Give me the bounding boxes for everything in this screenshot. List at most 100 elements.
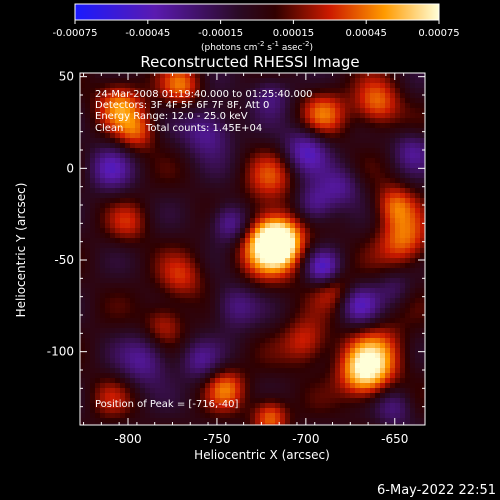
heatmap-cell [130, 198, 136, 204]
heatmap-cell [205, 243, 211, 249]
heatmap-cell [330, 83, 336, 89]
heatmap-cell [370, 293, 376, 299]
heatmap-cell [290, 228, 296, 234]
heatmap-cell [275, 318, 281, 324]
heatmap-cell [135, 163, 141, 169]
heatmap-cell [170, 283, 176, 289]
heatmap-cell [245, 128, 251, 134]
heatmap-cell [90, 333, 96, 339]
heatmap-cell [110, 248, 116, 254]
heatmap-cell [335, 378, 341, 384]
heatmap-cell [420, 178, 425, 184]
heatmap-cell [130, 163, 136, 169]
heatmap-cell [395, 248, 401, 254]
heatmap-cell [355, 248, 361, 254]
heatmap-cell [180, 328, 186, 334]
heatmap-cell [355, 168, 361, 174]
heatmap-cell [320, 308, 326, 314]
heatmap-cell [320, 198, 326, 204]
heatmap-cell [365, 88, 371, 94]
heatmap-cell [250, 283, 256, 289]
heatmap-cell [385, 378, 391, 384]
heatmap-cell [225, 278, 231, 284]
heatmap-cell [200, 338, 206, 344]
heatmap-cell [105, 243, 111, 249]
heatmap-cell [110, 333, 116, 339]
heatmap-cell [130, 303, 136, 309]
heatmap-cell [340, 328, 346, 334]
heatmap-cell [295, 273, 301, 279]
heatmap-cell [280, 133, 286, 139]
heatmap-cell [395, 243, 401, 249]
heatmap-cell [360, 203, 366, 209]
heatmap-cell [130, 188, 136, 194]
heatmap-cell [280, 373, 286, 379]
heatmap-cell [235, 233, 241, 239]
heatmap-cell [355, 213, 361, 219]
heatmap-cell [290, 333, 296, 339]
heatmap-cell [170, 168, 176, 174]
heatmap-cell [335, 83, 341, 89]
heatmap-cell [270, 213, 276, 219]
heatmap-cell [410, 88, 416, 94]
heatmap-cell [395, 378, 401, 384]
heatmap-cell [380, 293, 386, 299]
heatmap-cell [295, 223, 301, 229]
heatmap-cell [360, 398, 366, 404]
heatmap-cell [420, 173, 425, 179]
heatmap-cell [150, 158, 156, 164]
heatmap-cell [420, 78, 425, 84]
heatmap-cell [390, 193, 396, 199]
heatmap-cell [110, 108, 116, 114]
heatmap-cell [145, 183, 151, 189]
heatmap-cell [165, 383, 171, 389]
heatmap-cell [400, 208, 406, 214]
heatmap-cell [105, 83, 111, 89]
heatmap-cell [95, 343, 101, 349]
heatmap-cell [110, 148, 116, 154]
heatmap-cell [195, 253, 201, 259]
heatmap-cell [155, 148, 161, 154]
heatmap-cell [140, 253, 146, 259]
heatmap-cell [415, 228, 421, 234]
heatmap-cell [310, 198, 316, 204]
heatmap-cell [355, 338, 361, 344]
heatmap-cell [215, 293, 221, 299]
heatmap-cell [240, 308, 246, 314]
heatmap-cell [95, 243, 101, 249]
heatmap-cell [220, 278, 226, 284]
heatmap-cell [195, 118, 201, 124]
heatmap-cell [355, 313, 361, 319]
heatmap-cell [315, 353, 321, 359]
heatmap-cell [390, 263, 396, 269]
heatmap-cell [330, 263, 336, 269]
heatmap-cell [200, 188, 206, 194]
heatmap-cell [405, 363, 411, 369]
heatmap-cell [275, 393, 281, 399]
heatmap-cell [115, 78, 121, 84]
heatmap-cell [265, 423, 271, 425]
heatmap-cell [210, 128, 216, 134]
heatmap-cell [230, 193, 236, 199]
heatmap-cell [230, 383, 236, 389]
heatmap-cell [105, 353, 111, 359]
heatmap-cell [305, 383, 311, 389]
heatmap-cell [370, 418, 376, 424]
heatmap-cell [365, 283, 371, 289]
heatmap-cell [360, 273, 366, 279]
heatmap-cell [310, 398, 316, 404]
heatmap-cell [365, 113, 371, 119]
heatmap-cell [255, 128, 261, 134]
heatmap-cell [390, 188, 396, 194]
heatmap-cell [385, 168, 391, 174]
heatmap-cell [100, 293, 106, 299]
heatmap-cell [305, 103, 311, 109]
heatmap-cell [375, 203, 381, 209]
heatmap-cell [125, 358, 131, 364]
heatmap-cell [90, 88, 96, 94]
heatmap-cell [200, 273, 206, 279]
heatmap-cell [195, 128, 201, 134]
heatmap-cell [410, 143, 416, 149]
heatmap-cell [375, 323, 381, 329]
heatmap-cell [390, 383, 396, 389]
